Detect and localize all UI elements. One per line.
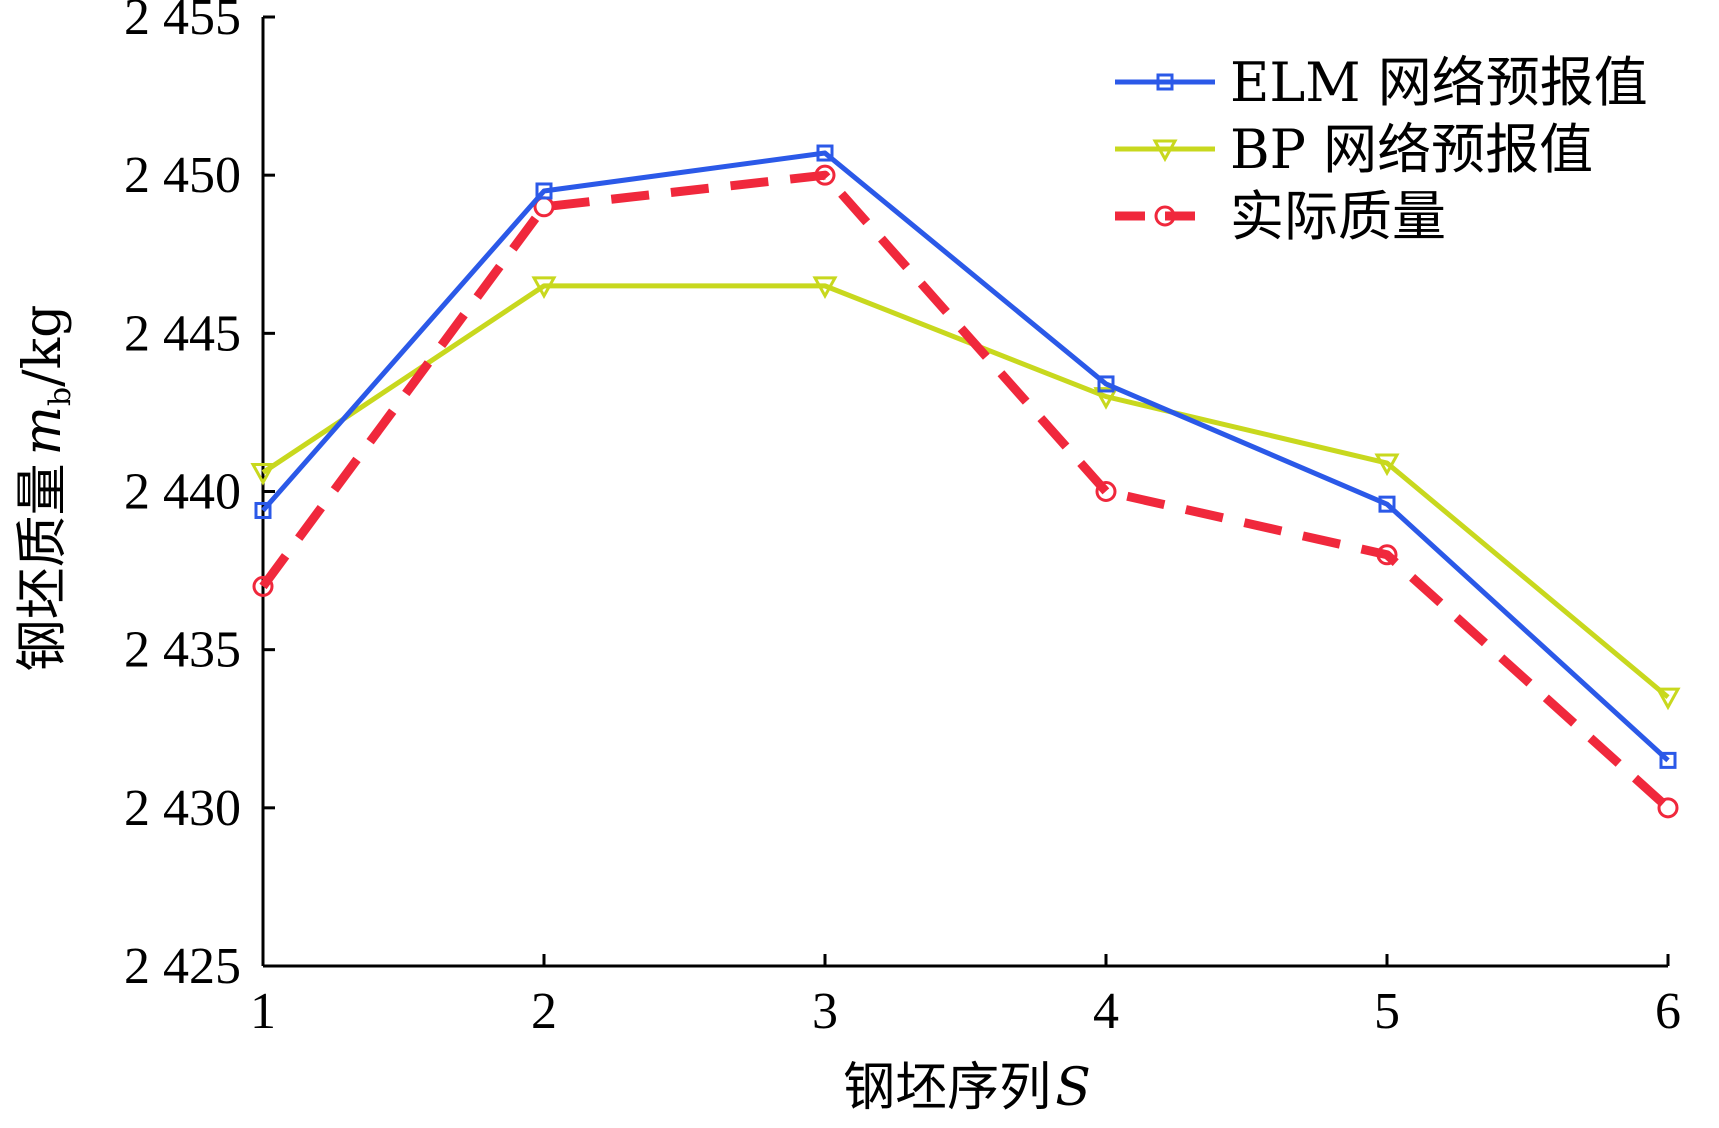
y-axis-title: 钢坯质量 mb/kg xyxy=(13,305,78,672)
series-3-point xyxy=(814,164,836,186)
series-2-point xyxy=(531,276,557,299)
x-tick-label: 2 xyxy=(531,983,557,1040)
series-2-point xyxy=(1093,387,1119,410)
y-tick-label: 2 455 xyxy=(124,0,241,46)
y-axis-title-unit: /kg xyxy=(13,305,73,387)
series-2-point xyxy=(812,276,838,299)
series-3 xyxy=(252,164,1679,819)
series-2-point xyxy=(1374,453,1400,477)
x-tick-label: 4 xyxy=(1093,983,1119,1040)
axes: 2 425 2 430 2 435 2 440 2 445 2 450 2 455 1 2 3 4… xyxy=(124,0,1681,1040)
y-axis-title-subscript: b xyxy=(43,387,78,406)
x-tick-label: 1 xyxy=(250,983,276,1040)
series-1-point xyxy=(816,144,834,162)
legend-marker-1 xyxy=(1156,73,1174,91)
x-axis-title-symbol: S xyxy=(1055,1058,1091,1118)
legend-label-3: 实际质量 xyxy=(1230,185,1446,248)
series-2-line xyxy=(261,283,1670,700)
series-3-point xyxy=(1095,481,1117,502)
x-tick-label: 3 xyxy=(812,983,838,1040)
series-1-point xyxy=(1659,751,1677,769)
series-1-point xyxy=(1097,375,1115,393)
y-tick-label: 2 435 xyxy=(124,622,241,679)
series-layer xyxy=(250,144,1681,819)
x-tick-label: 6 xyxy=(1655,983,1681,1040)
y-ticks: 2 425 2 430 2 435 2 440 2 445 2 450 2 455 xyxy=(124,0,275,995)
series-2 xyxy=(250,276,1681,711)
y-axis-title-text: 钢坯质量 xyxy=(13,463,73,671)
legend-label-1: ELM 网络预报值 xyxy=(1230,51,1648,114)
series-1-point xyxy=(535,182,553,200)
legend-label-2: BP 网络预报值 xyxy=(1230,118,1593,181)
series-1-point xyxy=(1378,495,1396,513)
y-tick-label: 2 425 xyxy=(124,938,241,995)
series-2-point xyxy=(1655,687,1681,711)
y-tick-label: 2 450 xyxy=(124,147,241,204)
series-3-point xyxy=(1376,544,1398,566)
y-tick-label: 2 440 xyxy=(124,464,241,521)
series-1-line xyxy=(261,150,1670,763)
x-ticks: 1 2 3 4 5 6 xyxy=(250,954,1681,1040)
series-2-point xyxy=(250,463,276,486)
y-tick-label: 2 430 xyxy=(124,780,241,837)
legend-marker-3 xyxy=(1154,205,1176,227)
legend-marker-2 xyxy=(1152,139,1178,163)
series-1-point xyxy=(254,501,272,519)
series-3-line xyxy=(259,170,1672,812)
x-tick-label: 5 xyxy=(1374,983,1400,1040)
x-axis-title: 钢坯序列S xyxy=(843,1058,1091,1118)
x-axis-title-text: 钢坯序列 xyxy=(843,1058,1051,1118)
series-3-point xyxy=(252,575,274,597)
y-axis-title-symbol: m xyxy=(13,406,73,455)
series-3-point xyxy=(1657,797,1679,819)
y-tick-label: 2 445 xyxy=(124,305,241,362)
series-1 xyxy=(254,144,1677,769)
